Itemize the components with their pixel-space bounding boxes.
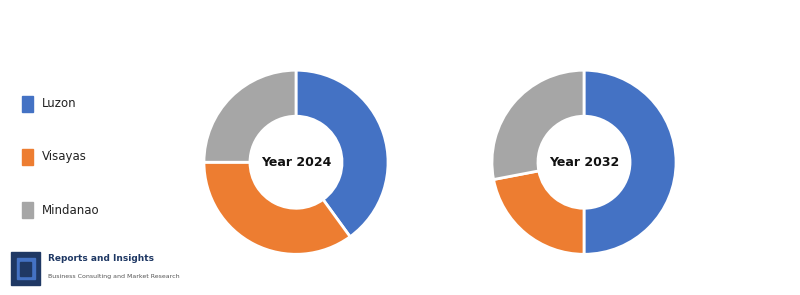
Bar	[20, 262, 31, 276]
Wedge shape	[494, 171, 584, 254]
Bar	[22, 202, 34, 218]
Wedge shape	[204, 70, 296, 162]
Text: Luzon: Luzon	[42, 97, 77, 110]
Text: Mindanao: Mindanao	[42, 204, 99, 217]
Wedge shape	[492, 70, 584, 179]
Text: PHILIPPINES REMITTANCE MARKET ANALYSIS, BY REGION: PHILIPPINES REMITTANCE MARKET ANALYSIS, …	[10, 19, 483, 34]
Bar	[22, 149, 34, 165]
Bar	[11, 252, 40, 285]
Text: Business Consulting and Market Research: Business Consulting and Market Research	[48, 274, 180, 279]
Wedge shape	[584, 70, 676, 254]
Bar	[22, 96, 34, 112]
Wedge shape	[204, 162, 350, 254]
Text: Year 2032: Year 2032	[549, 156, 619, 169]
Text: Visayas: Visayas	[42, 150, 86, 163]
Text: Year 2024: Year 2024	[261, 156, 331, 169]
Text: Reports and Insights: Reports and Insights	[48, 254, 154, 263]
Wedge shape	[296, 70, 388, 237]
Bar	[17, 258, 35, 279]
